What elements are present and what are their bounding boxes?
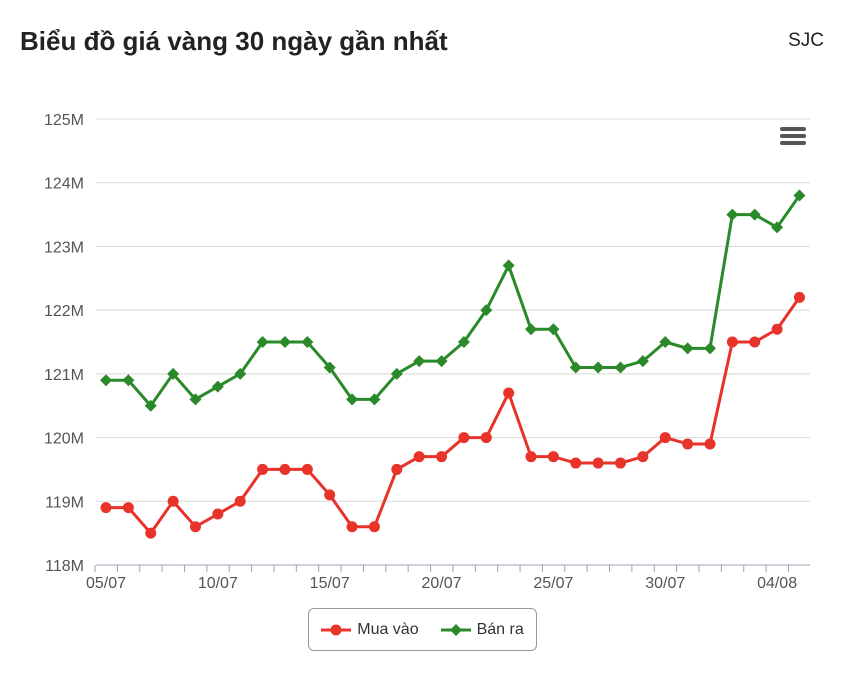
data-point[interactable] [346, 521, 358, 533]
data-point[interactable] [726, 336, 738, 348]
x-tick-label: 15/07 [310, 575, 350, 592]
legend-label: Bán ra [476, 620, 524, 638]
x-tick-label: 30/07 [645, 575, 685, 592]
data-point[interactable] [256, 336, 269, 348]
data-point[interactable] [189, 521, 201, 533]
data-point[interactable] [234, 367, 247, 380]
x-tick-label: 10/07 [198, 575, 238, 592]
data-point[interactable] [615, 457, 627, 469]
data-point[interactable] [637, 451, 649, 463]
legend-label: Mua vào [357, 620, 419, 638]
data-point[interactable] [704, 438, 716, 450]
data-point[interactable] [771, 221, 784, 234]
data-point[interactable] [189, 393, 202, 406]
legend-marker-circle-icon [321, 624, 352, 635]
y-tick-label: 125M [44, 112, 84, 129]
data-point[interactable] [279, 463, 291, 475]
data-point[interactable] [682, 438, 694, 450]
y-tick-label: 120M [44, 431, 84, 448]
data-point[interactable] [413, 451, 425, 463]
legend-marker-diamond-icon [440, 623, 471, 636]
legend-item-mua-vao[interactable]: Mua vào [321, 620, 419, 639]
data-point[interactable] [257, 463, 269, 475]
data-point[interactable] [167, 367, 180, 380]
chart-title: Biểu đồ giá vàng 30 ngày gần nhất [20, 26, 448, 56]
data-point[interactable] [122, 374, 135, 387]
x-tick-label: 05/07 [86, 575, 126, 592]
data-point[interactable] [726, 208, 739, 221]
source-label: SJC [788, 30, 824, 51]
data-point[interactable] [278, 336, 291, 348]
data-point[interactable] [480, 304, 493, 317]
data-point[interactable] [592, 361, 605, 374]
legend-item-ban-ra[interactable]: Bán ra [440, 620, 524, 639]
data-point[interactable] [368, 393, 381, 406]
data-point[interactable] [636, 355, 649, 368]
data-point[interactable] [547, 323, 560, 336]
hamburger-menu-icon[interactable] [776, 124, 810, 154]
series-mua-vao [100, 291, 805, 539]
y-tick-label: 121M [44, 367, 84, 384]
data-point[interactable] [211, 380, 224, 393]
data-point[interactable] [413, 355, 426, 368]
data-point[interactable] [167, 495, 179, 507]
data-point[interactable] [436, 451, 448, 463]
chart-legend: Mua vào Bán ra [308, 608, 537, 651]
data-point[interactable] [212, 508, 224, 520]
data-point[interactable] [324, 489, 336, 501]
data-point[interactable] [100, 502, 112, 514]
data-point[interactable] [614, 361, 627, 374]
y-tick-label: 123M [44, 239, 84, 256]
data-point[interactable] [323, 361, 336, 374]
data-point[interactable] [145, 527, 157, 539]
data-point[interactable] [457, 336, 470, 348]
data-point[interactable] [681, 342, 694, 355]
data-point[interactable] [793, 291, 805, 303]
data-point[interactable] [144, 399, 157, 412]
data-point[interactable] [771, 323, 783, 335]
data-point[interactable] [748, 208, 761, 221]
data-point[interactable] [100, 374, 112, 387]
series-ban-ra [100, 189, 806, 412]
y-tick-label: 124M [44, 176, 84, 193]
data-point[interactable] [592, 457, 604, 469]
data-point[interactable] [234, 495, 246, 507]
data-point[interactable] [458, 432, 470, 444]
y-tick-label: 118M [45, 558, 84, 575]
x-tick-label: 25/07 [533, 575, 573, 592]
data-point[interactable] [749, 336, 761, 348]
data-point[interactable] [346, 393, 359, 406]
x-tick-label: 20/07 [422, 575, 462, 592]
data-point[interactable] [502, 259, 515, 272]
data-point[interactable] [570, 457, 582, 469]
data-point[interactable] [301, 463, 313, 475]
x-tick-label: 04/08 [757, 575, 797, 592]
data-point[interactable] [390, 367, 403, 380]
data-point[interactable] [301, 336, 314, 348]
data-point[interactable] [569, 361, 582, 374]
data-point[interactable] [525, 323, 538, 336]
data-point[interactable] [122, 502, 134, 514]
data-point[interactable] [368, 521, 380, 533]
data-point[interactable] [793, 189, 806, 202]
data-point[interactable] [480, 432, 492, 444]
data-point[interactable] [659, 336, 672, 348]
data-point[interactable] [703, 342, 716, 355]
series-line [106, 296, 801, 535]
data-point[interactable] [503, 387, 515, 399]
data-point[interactable] [435, 355, 448, 368]
data-point[interactable] [659, 432, 671, 444]
data-point[interactable] [547, 451, 559, 463]
data-point[interactable] [525, 451, 537, 463]
y-tick-label: 119M [45, 494, 84, 511]
data-point[interactable] [391, 463, 403, 475]
y-tick-label: 122M [44, 303, 84, 320]
